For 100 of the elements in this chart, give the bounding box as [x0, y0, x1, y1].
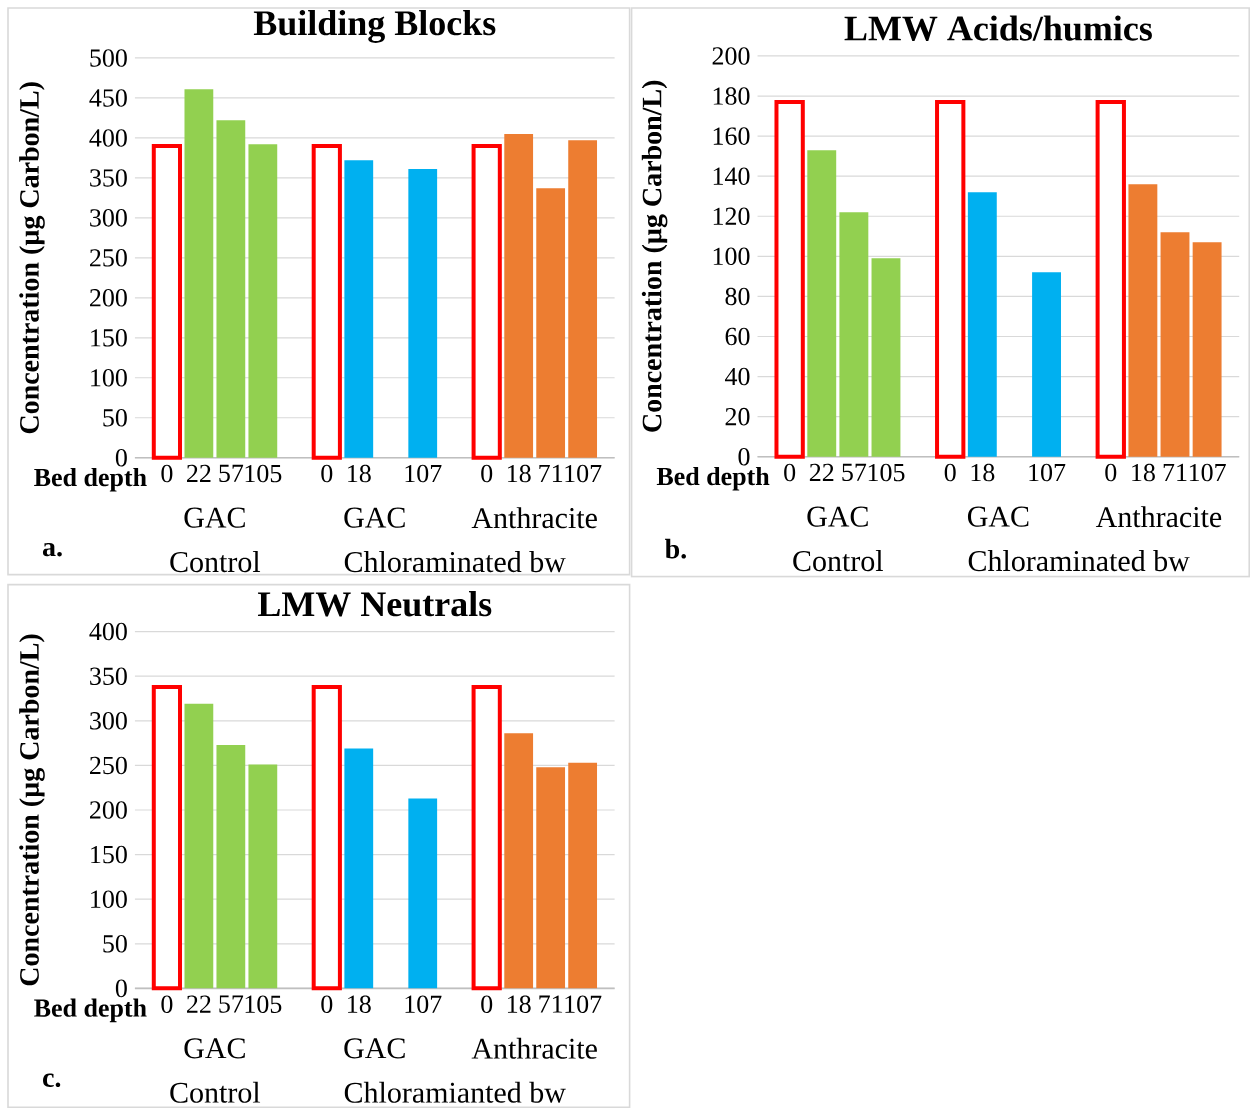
bar [967, 192, 997, 457]
text: Anthracite [1095, 506, 1222, 528]
y-tick-label: 250 [90, 756, 127, 775]
y-tick-label: 0 [115, 979, 127, 998]
y-tick-label: 200 [90, 289, 127, 307]
x-axis-title: Bed depth [34, 468, 147, 492]
x-tick-label: 105 [868, 464, 905, 482]
y-tick-label: 0 [738, 448, 750, 466]
bar [248, 144, 278, 458]
bar [568, 140, 598, 458]
y-tick-label: 200 [90, 801, 127, 819]
bar [344, 748, 374, 989]
x-tick-label: 107 [565, 465, 602, 483]
text: GAC [807, 506, 868, 527]
x-tick-label: 18 [507, 465, 531, 483]
bar [839, 212, 869, 457]
y-axis-title: Concentration (µg Carbon/L) [19, 82, 45, 434]
y-tick-label: 120 [713, 207, 750, 226]
y-tick-label: 100 [713, 247, 750, 266]
x-tick-label: 22 [187, 995, 211, 1013]
bar [184, 89, 214, 458]
bar [1128, 184, 1158, 457]
x-tick-label: 0 [161, 995, 173, 1014]
y-tick-label: 100 [91, 369, 127, 387]
y-axis-title: Concentration (µg Carbon/L) [19, 634, 45, 986]
chart-title: Building Blocks [253, 10, 496, 44]
x-tick-label: 18 [1132, 464, 1155, 482]
y-tick-label: 50 [103, 409, 127, 427]
y-tick-label: 250 [90, 249, 127, 267]
y-tick-label: 350 [90, 667, 127, 686]
y-tick-label: 200 [712, 47, 750, 65]
y-tick-label: 400 [89, 129, 127, 147]
bar [216, 120, 246, 458]
x-axis-title: Bed depth [34, 998, 147, 1023]
x-tick-label: 18 [348, 995, 371, 1014]
y-tick-label: 500 [90, 49, 127, 67]
x-tick-label: 105 [245, 995, 282, 1014]
x-tick-label: 18 [971, 464, 995, 482]
y-tick-label: 60 [725, 327, 750, 346]
text: Anthracite [471, 507, 597, 529]
bar [1160, 232, 1190, 457]
text: c. [43, 1073, 61, 1088]
y-tick-label: 160 [713, 127, 750, 146]
y-axis-title: Concentration (µg Carbon/L) [641, 81, 668, 432]
x-tick-label: 18 [507, 995, 531, 1014]
text: Anthracite [471, 1038, 597, 1060]
x-tick-label: 0 [161, 465, 173, 483]
text: Control [170, 551, 261, 573]
y-tick-label: 150 [91, 846, 127, 864]
text: GAC [344, 1038, 405, 1059]
y-tick-label: 0 [115, 449, 127, 467]
bar [871, 258, 901, 457]
bar [536, 767, 566, 989]
x-tick-label: 22 [187, 465, 211, 483]
y-tick-label: 450 [89, 89, 127, 107]
text: Chloramianted bw [344, 1082, 566, 1104]
y-tick-label: 20 [725, 408, 750, 426]
text: GAC [184, 507, 245, 528]
y-tick-label: 150 [91, 329, 127, 347]
x-tick-label: 0 [944, 464, 956, 482]
text: Control [170, 1082, 261, 1104]
x-tick-label: 0 [481, 465, 493, 483]
x-tick-label: 57 [219, 464, 244, 483]
y-tick-label: 140 [713, 167, 750, 186]
text: Control [793, 550, 883, 572]
x-tick-label: 57 [219, 995, 244, 1013]
chart-title: LMW Acids/humics [844, 15, 1152, 42]
y-tick-label: 350 [90, 169, 127, 187]
x-tick-label: 71 [1163, 464, 1187, 482]
text: GAC [344, 507, 405, 528]
bar [408, 798, 438, 989]
bar [408, 169, 438, 458]
x-tick-label: 71 [539, 465, 563, 483]
x-tick-label: 107 [405, 465, 442, 483]
text: Chloraminated bw [968, 550, 1190, 572]
x-tick-label: 107 [1029, 464, 1066, 482]
y-tick-label: 180 [713, 87, 750, 106]
text: b. [665, 538, 686, 559]
x-tick-label: 107 [565, 995, 602, 1014]
x-tick-label: 0 [321, 995, 333, 1014]
x-tick-label: 22 [809, 464, 834, 482]
bar [1192, 242, 1222, 457]
y-tick-label: 50 [103, 935, 127, 953]
x-tick-label: 0 [321, 465, 333, 483]
x-tick-label: 105 [245, 465, 282, 483]
text: a. [42, 543, 62, 557]
bar [568, 762, 598, 989]
x-tick-label: 57 [842, 464, 867, 482]
bar [504, 733, 534, 989]
y-tick-label: 300 [90, 712, 127, 730]
chart-title: LMW Neutrals [257, 591, 492, 617]
bar [536, 188, 566, 458]
bar [184, 704, 214, 989]
text: GAC [967, 506, 1029, 527]
x-axis-title: Bed depth [656, 467, 770, 491]
bar [344, 160, 374, 458]
x-tick-label: 0 [1105, 464, 1117, 482]
x-tick-label: 0 [481, 995, 493, 1014]
bar [504, 134, 534, 458]
text: Chloraminated bw [344, 551, 566, 573]
